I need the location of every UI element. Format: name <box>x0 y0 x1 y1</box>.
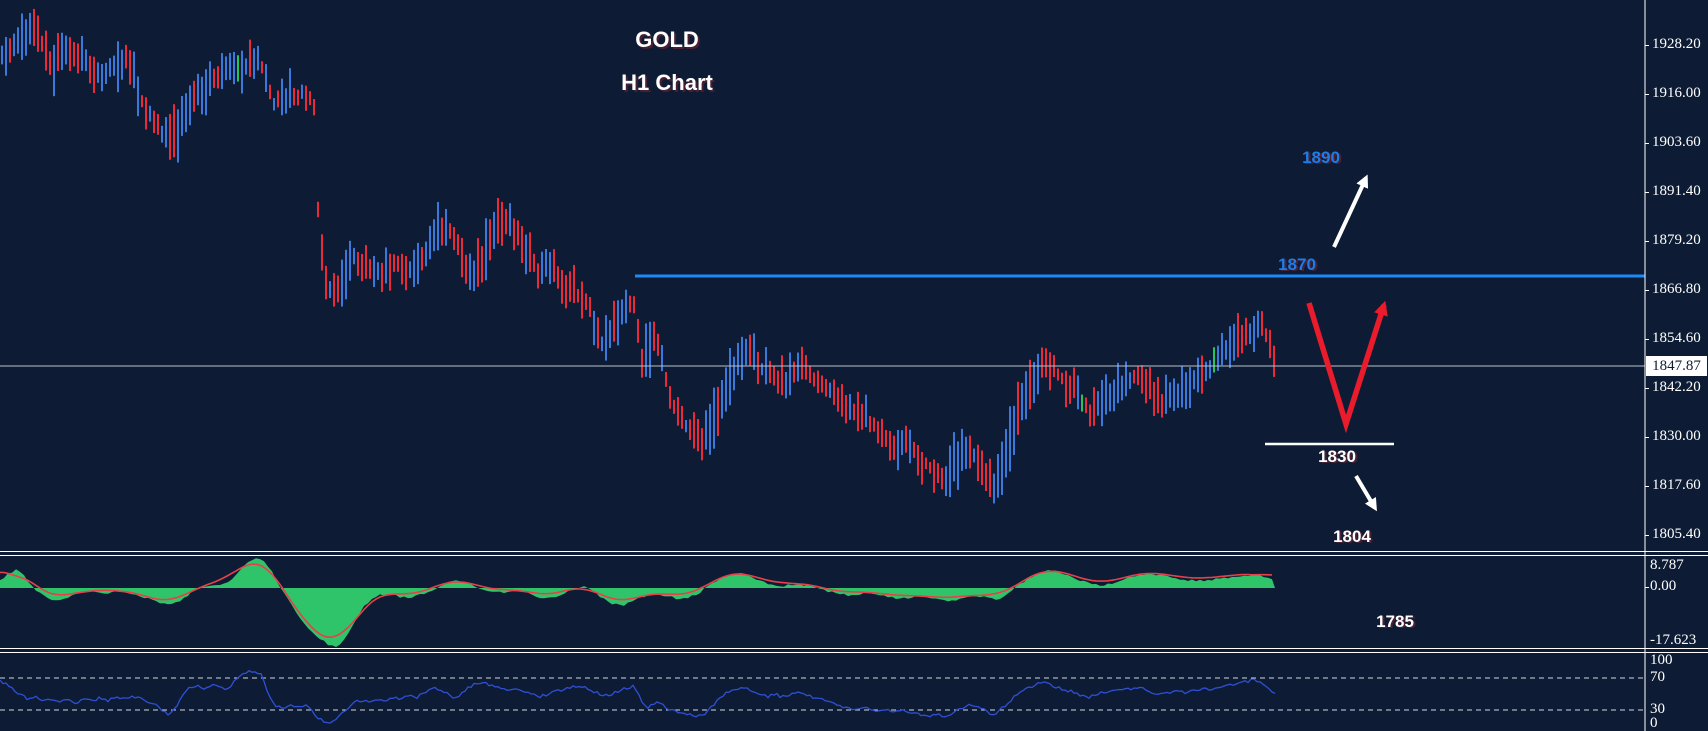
chart-title-symbol: GOLD <box>635 27 699 52</box>
price-axis-label: 1879.20 <box>1652 232 1701 248</box>
rsi-axis-label: 100 <box>1650 652 1673 668</box>
price-axis-label: 1891.40 <box>1652 183 1701 199</box>
panel-separator-1[interactable] <box>0 555 1708 556</box>
rsi-axis-label: 0 <box>1650 715 1658 731</box>
current-price-value: 1847.87 <box>1652 357 1701 374</box>
target-label-1890[interactable]: 1890 <box>1302 148 1340 167</box>
axis-tick <box>1645 241 1649 242</box>
current-price-box: 1847.87 <box>1646 356 1707 376</box>
macd-signal-line <box>0 563 1273 639</box>
axis-tick <box>1645 290 1649 291</box>
panel-separator-2[interactable] <box>0 648 1708 649</box>
price-axis-label: 1805.40 <box>1652 526 1701 542</box>
axis-tick <box>1645 339 1649 340</box>
axis-tick <box>1645 535 1649 536</box>
target-label-1804[interactable]: 1804 <box>1333 527 1371 546</box>
axis-tick <box>1645 143 1649 144</box>
macd-axis-label: 8.787 <box>1650 557 1684 573</box>
axis-tick <box>1645 388 1649 389</box>
arrow-objects[interactable] <box>1306 174 1388 512</box>
macd-axis-label: -17.623 <box>1650 632 1697 648</box>
down-arrow-icon[interactable] <box>1354 474 1377 512</box>
axis-tick <box>1645 192 1649 193</box>
level-lines[interactable] <box>0 274 1645 446</box>
red-zigzag-arrow[interactable] <box>1306 300 1388 434</box>
axis-tick <box>1645 437 1649 438</box>
rsi-axis-label: 70 <box>1650 669 1665 685</box>
price-axis-label: 1842.20 <box>1652 379 1701 395</box>
resistance-label-1870[interactable]: 1870 <box>1278 255 1316 274</box>
price-axis-label: 1830.00 <box>1652 428 1701 444</box>
price-axis-label: 1928.20 <box>1652 36 1701 52</box>
rsi-line <box>0 669 1276 724</box>
rsi-indicator <box>0 669 1645 724</box>
macd-area <box>0 558 1275 647</box>
up-arrow-icon[interactable] <box>1332 174 1369 248</box>
price-axis-label: 1903.60 <box>1652 134 1701 150</box>
panel-separator-1[interactable] <box>0 551 1708 552</box>
rsi-axis-label: 30 <box>1650 701 1665 717</box>
axis-tick <box>1645 486 1649 487</box>
candlestick-bars[interactable] <box>1 8 1275 504</box>
chart-title[interactable]: GOLD H1 Chart <box>552 27 782 96</box>
axis-tick <box>1645 45 1649 46</box>
axis-tick <box>1645 94 1649 95</box>
chart-title-timeframe: H1 Chart <box>621 70 713 95</box>
macd-indicator <box>0 558 1275 647</box>
price-axis-label: 1817.60 <box>1652 477 1701 493</box>
support-label-1830[interactable]: 1830 <box>1318 447 1356 466</box>
price-axis-label: 1854.60 <box>1652 330 1701 346</box>
price-axis-label: 1866.80 <box>1652 281 1701 297</box>
macd-axis-label: 0.00 <box>1650 578 1677 594</box>
target-label-1785[interactable]: 1785 <box>1376 612 1414 631</box>
panel-separator-2[interactable] <box>0 652 1708 653</box>
price-axis-label: 1916.00 <box>1652 85 1701 101</box>
axis-tick <box>1645 587 1649 588</box>
